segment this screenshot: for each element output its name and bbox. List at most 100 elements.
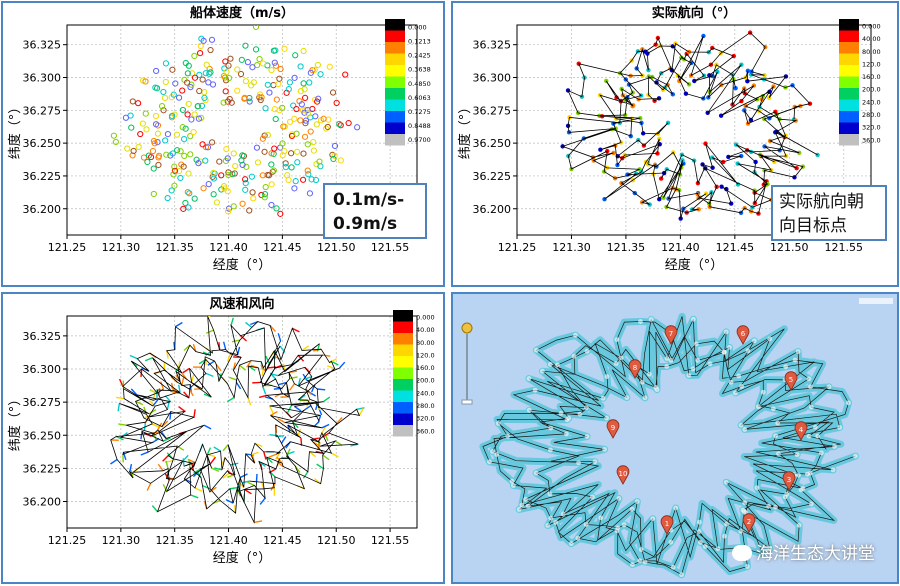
data-layer xyxy=(560,30,820,221)
wind-arrow xyxy=(240,473,248,479)
speed-point xyxy=(312,176,320,184)
wind-arrow xyxy=(164,395,172,403)
legend-label: 80.00 xyxy=(416,339,435,347)
wind-arrow xyxy=(157,422,163,431)
speed-point xyxy=(206,70,213,77)
speed-point xyxy=(242,42,249,49)
legend-swatch xyxy=(385,111,405,123)
wind-arrow xyxy=(334,440,343,446)
legend-swatch xyxy=(839,111,859,123)
map-track-dot xyxy=(523,496,528,502)
wind-arrow xyxy=(206,447,212,456)
speed-point xyxy=(270,167,277,174)
speed-point xyxy=(130,147,137,155)
speed-point xyxy=(180,163,187,170)
wind-arrow xyxy=(222,444,229,452)
wind-arrow xyxy=(294,405,302,412)
map-track-dot xyxy=(800,486,806,491)
y-tick-label: 36.275 xyxy=(473,104,512,117)
map-track-dot xyxy=(654,387,660,393)
wind-arrow xyxy=(182,458,185,467)
speed-point xyxy=(196,71,203,78)
speed-point xyxy=(168,112,176,120)
wind-arrow xyxy=(246,481,255,487)
map-marker-1: 1 xyxy=(660,515,674,535)
speed-point xyxy=(242,186,249,193)
speed-point xyxy=(110,132,117,139)
x-tick-label: 121.55 xyxy=(371,241,410,254)
speed-point xyxy=(300,150,307,157)
speed-point xyxy=(354,124,361,131)
speed-point xyxy=(306,190,314,197)
speed-point xyxy=(337,157,344,164)
speed-point xyxy=(345,119,352,127)
speed-point xyxy=(224,208,232,215)
speed-point xyxy=(162,60,170,67)
y-tick-label: 36.250 xyxy=(23,429,62,442)
speed-point xyxy=(261,132,268,139)
map-marker-label: 2 xyxy=(747,518,751,526)
speed-point xyxy=(175,94,183,101)
map-track-dot xyxy=(639,379,645,385)
map-track-dot xyxy=(568,541,574,546)
x-tick-label: 121.50 xyxy=(317,534,356,547)
wind-arrow xyxy=(247,397,252,406)
x-tick-label: 121.45 xyxy=(716,241,755,254)
speed-point xyxy=(270,47,277,54)
plot-frame xyxy=(66,315,418,529)
map-track-dot xyxy=(697,540,703,545)
speed-point xyxy=(142,78,149,85)
speed-point xyxy=(184,79,191,86)
data-layer xyxy=(110,316,365,524)
speed-point xyxy=(266,89,273,96)
map-marker-label: 7 xyxy=(669,330,673,338)
speed-point xyxy=(182,199,189,207)
speed-point xyxy=(250,195,257,202)
map-marker-label: 3 xyxy=(787,476,791,484)
map-track-dot xyxy=(583,522,589,527)
map-track-dot xyxy=(634,499,640,504)
y-tick-label: 36.200 xyxy=(23,203,62,216)
map-canvas[interactable]: 1 2 3 4 5 6 7 8 9 10 xyxy=(453,294,897,582)
speed-point xyxy=(279,152,286,159)
speed-point xyxy=(293,130,300,137)
wind-arrow xyxy=(322,454,330,461)
wind-arrow xyxy=(310,437,319,441)
legend-swatch xyxy=(839,19,859,31)
map-track-dot xyxy=(598,515,604,521)
map-track-dot xyxy=(495,421,501,426)
speed-point xyxy=(302,94,309,102)
wind-arrow xyxy=(118,378,124,387)
wind-arrow xyxy=(260,364,267,372)
wind-arrow xyxy=(286,450,295,455)
map-marker-label: 1 xyxy=(665,520,669,528)
watermark-text: 海洋生态大讲堂 xyxy=(756,544,875,564)
map-pin-icon xyxy=(628,359,642,379)
map-track-dot xyxy=(673,505,679,511)
legend-swatch xyxy=(393,333,413,345)
speed-point xyxy=(191,111,198,118)
heading-annotation: 实际航向朝 向目标点 xyxy=(771,185,887,241)
map-panel[interactable]: 1 2 3 4 5 6 7 8 9 10 海洋生态大讲堂 xyxy=(451,292,899,584)
wind-arrow xyxy=(273,387,282,390)
legend-label: 320.0 xyxy=(416,415,435,423)
speed-point xyxy=(195,115,203,122)
map-track-dot xyxy=(818,450,824,456)
speed-point xyxy=(302,117,310,124)
speed-point xyxy=(311,66,318,73)
y-tick-label: 36.225 xyxy=(23,170,62,183)
wind-arrow xyxy=(182,367,190,374)
map-track-dot xyxy=(742,500,748,506)
map-track-dot xyxy=(575,535,581,541)
map-marker-label: 9 xyxy=(611,424,615,432)
map-track-dot xyxy=(621,522,627,528)
wind-arrow xyxy=(322,396,331,403)
x-tick-label: 121.35 xyxy=(155,534,194,547)
wind-arrow xyxy=(268,405,274,414)
wind-arrow xyxy=(356,407,365,410)
wind-arrow xyxy=(202,485,211,490)
legend-label: 0.000 xyxy=(416,313,435,321)
wind-arrow xyxy=(110,458,118,465)
x-tick-label: 121.25 xyxy=(48,534,87,547)
wind-arrow xyxy=(321,425,327,434)
